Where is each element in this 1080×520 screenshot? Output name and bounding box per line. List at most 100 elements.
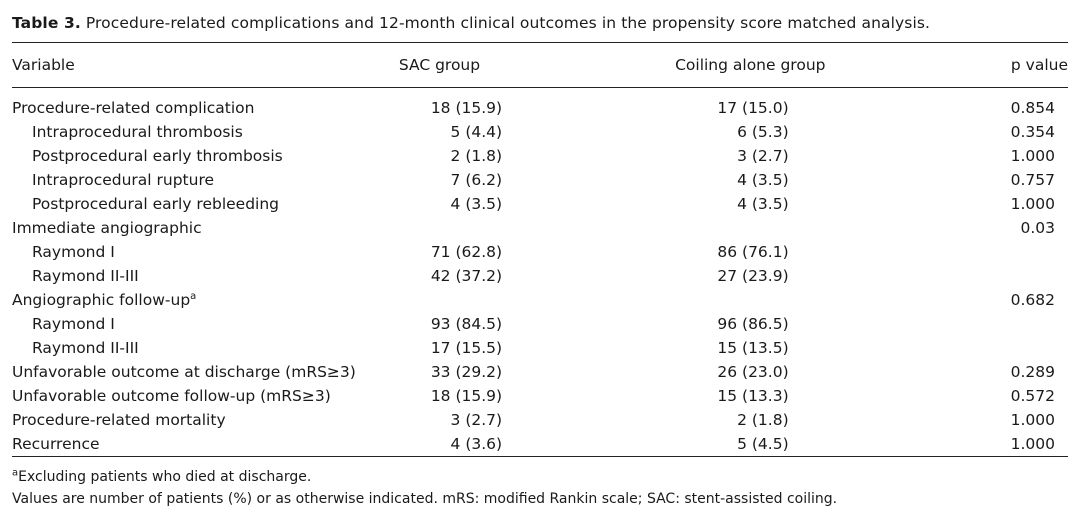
row-coiling-value: 17 (15.0)	[717, 99, 789, 117]
row-p-value	[1002, 336, 1068, 360]
table-row: Raymond II-III 42 (37.2) 27 (23.9)	[12, 264, 1068, 288]
row-variable: Raymond II-III	[12, 336, 393, 360]
row-variable-label: Unfavorable outcome at discharge (mRS≥3)	[12, 363, 356, 381]
row-variable-label: Raymond II-III	[32, 339, 139, 357]
table-body: Procedure-related complication 18 (15.9) 1…	[12, 88, 1068, 457]
header-variable: Variable	[12, 56, 75, 74]
row-sac-value	[393, 216, 664, 240]
table-row: Procedure-related complication 18 (15.9) 1…	[12, 88, 1068, 121]
row-coiling-value: 6 (5.3)	[737, 123, 789, 141]
table-row: Postprocedural early rebleeding 4 (3.5) 4 …	[12, 192, 1068, 216]
header-sac-group: SAC group	[398, 56, 481, 74]
row-coiling-value: 26 (23.0)	[717, 363, 789, 381]
row-p-value: 0.854	[1010, 99, 1055, 117]
row-coiling-value: 15 (13.3)	[717, 387, 789, 405]
table-row: Intraprocedural thrombosis 5 (4.4) 6 (5.3)…	[12, 120, 1068, 144]
row-sac-value: 93 (84.5)	[430, 315, 503, 333]
table-row: Raymond II-III 17 (15.5) 15 (13.5)	[12, 336, 1068, 360]
row-variable-label: Postprocedural early thrombosis	[32, 147, 283, 165]
row-sac-value: 4 (3.5)	[450, 195, 503, 213]
row-sac-value: 4 (3.6)	[450, 435, 503, 453]
row-p-value: 1.000	[1010, 435, 1055, 453]
row-variable-label: Recurrence	[12, 435, 100, 453]
table-row: Recurrence 4 (3.6) 5 (4.5) 1.000	[12, 432, 1068, 456]
row-variable: Recurrence	[12, 432, 393, 456]
row-variable: Raymond II-III	[12, 264, 393, 288]
row-variable: Raymond I	[12, 240, 393, 264]
table-caption: Table 3. Procedure-related complications…	[12, 11, 1068, 35]
row-sac-value: 42 (37.2)	[430, 267, 503, 285]
footnote-a: aExcluding patients who died at discharg…	[12, 466, 1068, 488]
row-variable: Procedure-related mortality	[12, 408, 393, 432]
row-p-value: 1.000	[1010, 147, 1055, 165]
row-sac-value: 5 (4.4)	[450, 123, 503, 141]
row-p-value	[1002, 264, 1068, 288]
footnote-general: Values are number of patients (%) or as …	[12, 491, 838, 507]
row-variable-label: Raymond I	[32, 315, 115, 333]
row-p-value: 0.03	[1020, 219, 1055, 237]
table-row: Intraprocedural rupture 7 (6.2) 4 (3.5) 0.7…	[12, 168, 1068, 192]
row-sac-value: 33 (29.2)	[430, 363, 503, 381]
row-variable-label: Raymond II-III	[32, 267, 139, 285]
row-p-value: 0.572	[1010, 387, 1055, 405]
header-coiling-group: Coiling alone group	[675, 56, 826, 74]
row-variable: Procedure-related complication	[12, 88, 393, 121]
table-row: Angiographic follow-upa 0.682	[12, 288, 1068, 312]
row-variable: Unfavorable outcome follow-up (mRS≥3)	[12, 384, 393, 408]
row-sac-value	[393, 288, 664, 312]
table-row: Raymond I 71 (62.8) 86 (76.1)	[12, 240, 1068, 264]
table-row: Unfavorable outcome at discharge (mRS≥3)…	[12, 360, 1068, 384]
row-p-value	[1002, 312, 1068, 336]
row-coiling-value: 3 (2.7)	[737, 147, 789, 165]
row-variable: Intraprocedural rupture	[12, 168, 393, 192]
row-coiling-value: 2 (1.8)	[737, 411, 789, 429]
row-coiling-value: 27 (23.9)	[717, 267, 789, 285]
row-variable-label: Immediate angiographic	[12, 219, 202, 237]
table-row: Raymond I 93 (84.5) 96 (86.5)	[12, 312, 1068, 336]
row-coiling-value	[664, 288, 1002, 312]
row-variable-label: Intraprocedural rupture	[32, 171, 215, 189]
row-variable-label: Raymond I	[32, 243, 115, 261]
row-p-value: 0.757	[1010, 171, 1055, 189]
row-variable: Immediate angiographic	[12, 216, 393, 240]
row-coiling-value: 86 (76.1)	[717, 243, 789, 261]
row-variable-label: Angiographic follow-up	[12, 291, 191, 309]
row-coiling-value: 4 (3.5)	[737, 195, 789, 213]
table-caption-text: Procedure-related complications and 12-m…	[85, 14, 931, 32]
row-p-value: 0.354	[1010, 123, 1055, 141]
table-row: Procedure-related mortality 3 (2.7) 2 (1.8…	[12, 408, 1068, 432]
outcomes-table: Variable SAC group Coiling alone group p…	[12, 43, 1068, 456]
row-variable-label: Procedure-related complication	[12, 99, 255, 117]
row-coiling-value: 5 (4.5)	[737, 435, 789, 453]
row-sac-value: 7 (6.2)	[450, 171, 503, 189]
table-top-rule	[12, 42, 1068, 43]
row-variable: Intraprocedural thrombosis	[12, 120, 393, 144]
table-caption-label: Table 3.	[12, 14, 81, 32]
table-row: Unfavorable outcome follow-up (mRS≥3) 18 …	[12, 384, 1068, 408]
row-variable-label: Unfavorable outcome follow-up (mRS≥3)	[12, 387, 331, 405]
row-variable: Angiographic follow-upa	[12, 288, 393, 312]
row-coiling-value	[664, 216, 1002, 240]
row-sac-value: 2 (1.8)	[450, 147, 503, 165]
table-row: Postprocedural early thrombosis 2 (1.8) 3 …	[12, 144, 1068, 168]
row-sac-value: 71 (62.8)	[430, 243, 503, 261]
table-row: Immediate angiographic 0.03	[12, 216, 1068, 240]
row-sac-value: 17 (15.5)	[430, 339, 503, 357]
row-variable: Unfavorable outcome at discharge (mRS≥3)	[12, 360, 393, 384]
footnote-a-text: Excluding patients who died at discharge…	[18, 469, 312, 485]
row-coiling-value: 15 (13.5)	[717, 339, 789, 357]
row-p-value	[1002, 240, 1068, 264]
row-p-value: 0.289	[1010, 363, 1055, 381]
row-p-value: 1.000	[1010, 411, 1055, 429]
row-sac-value: 18 (15.9)	[430, 99, 503, 117]
table-header-row: Variable SAC group Coiling alone group p…	[12, 43, 1068, 88]
row-p-value: 1.000	[1010, 195, 1055, 213]
row-sac-value: 3 (2.7)	[450, 411, 503, 429]
row-coiling-value: 96 (86.5)	[717, 315, 789, 333]
paper-table-page: Table 3. Procedure-related complications…	[12, 0, 1068, 510]
header-p-value: p value	[1010, 56, 1068, 74]
row-footnote-mark: a	[190, 290, 197, 302]
row-variable-label: Postprocedural early rebleeding	[32, 195, 280, 213]
row-sac-value: 18 (15.9)	[430, 387, 503, 405]
row-variable: Postprocedural early rebleeding	[12, 192, 393, 216]
